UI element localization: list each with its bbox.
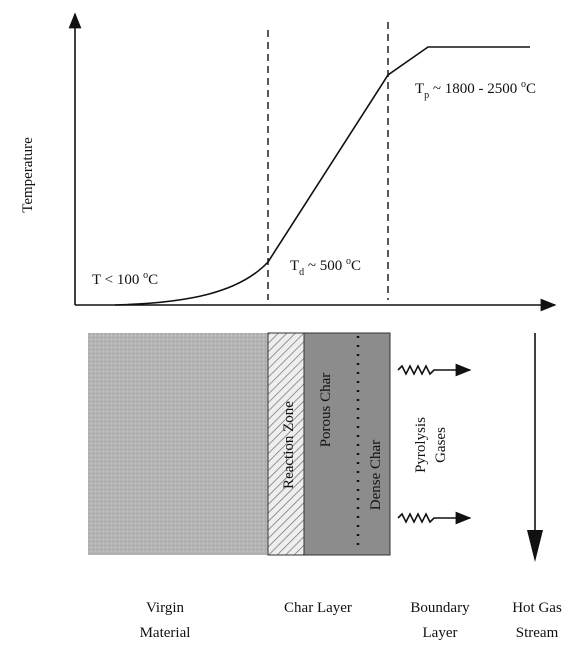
annotation: Tp ~ 1800 - 2500 oC — [415, 79, 536, 101]
temperature-curve — [114, 46, 530, 306]
reaction-zone — [267, 332, 305, 556]
gas-label: Pyrolysis — [413, 417, 429, 473]
annotation: Td ~ 500 oC — [290, 256, 361, 278]
region-labels: Virgin Material Char Layer Boundary Layer Hot… — [140, 600, 562, 641]
gas-label: Gases — [433, 427, 449, 463]
region-label: Hot Gas — [512, 600, 562, 616]
gas-arrow — [397, 511, 472, 525]
region-label: Layer — [423, 625, 458, 641]
flow-arrow-head — [527, 530, 543, 562]
axis-label: Temperature — [20, 137, 36, 213]
gas-arrow — [397, 363, 472, 377]
region-label: Char Layer — [284, 600, 352, 616]
region-label: Material — [140, 625, 191, 641]
virgin-material — [88, 333, 268, 555]
zone-label: Reaction Zone — [281, 401, 297, 489]
zone-label: Porous Char — [318, 373, 334, 448]
region-label: Stream — [516, 625, 559, 641]
annotation: T < 100 oC — [92, 270, 158, 288]
char — [303, 332, 391, 556]
zone-label: Dense Char — [368, 440, 384, 510]
region-label: Virgin — [146, 600, 184, 616]
region-label: Boundary — [410, 600, 470, 616]
